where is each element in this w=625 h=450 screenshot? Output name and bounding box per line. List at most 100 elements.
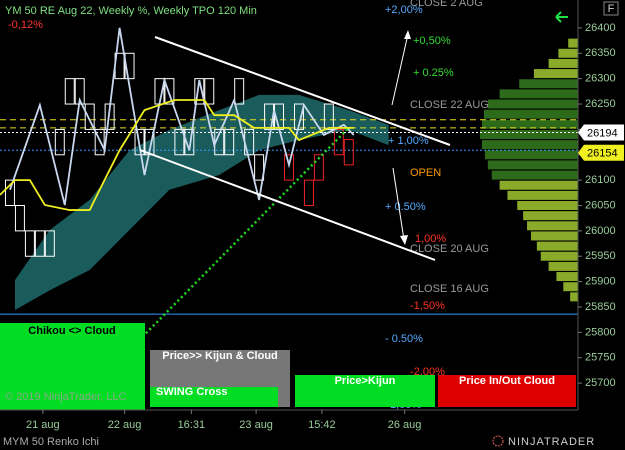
y-tick-label: 25900 [585,276,616,288]
renko-brick [134,128,145,156]
renko-brick [224,128,235,156]
line-series [0,99,354,211]
x-tick-label: 21 aug [26,419,60,431]
arrow-head [404,30,411,39]
profile-bar [556,272,578,282]
y-tick-label: 25700 [585,377,616,389]
level-annotation: + 1,00% [388,135,429,147]
profile-bar [548,261,578,271]
cloud [14,94,389,311]
profile-bar [527,221,578,231]
renko-brick [124,52,135,80]
y-tick-label: 25800 [585,326,616,338]
y-tick-label: 26000 [585,225,616,237]
plot-area: CLOSE 2 AUG+2,00% +0,50% + 0.25% CLOSE 22 A… [0,0,578,411]
panel-label: Price In/Out Cloud [459,375,555,387]
level-annotation: +2,00% [385,4,423,16]
level-annotation: OPEN [410,167,441,179]
button[interactable] [603,1,619,16]
copyright: © 2019 NinjaTrader, LLC [5,391,126,403]
y-tick-label: 26400 [585,22,616,34]
profile-bar [499,180,578,190]
profile-bar [517,201,578,211]
renko-brick [184,128,195,156]
profile-bar [487,99,578,109]
y-tick-label: 26100 [585,174,616,186]
level-annotation: +0,50% [413,35,451,47]
renko-brick [234,78,245,105]
y-tick-label: 26250 [585,98,616,110]
level-annotation: CLOSE 2 AUG [410,0,483,9]
level-annotation: 1,00% [415,233,446,245]
renko-brick [94,128,105,156]
y-tick-label: 25850 [585,301,616,313]
panel-label: Price>Kijun [335,375,396,387]
renko-brick [174,128,185,156]
profile-bar [533,69,578,79]
profile-bar [507,190,578,200]
logo-icon [492,435,504,447]
price-marker [578,144,624,161]
y-tick-label: 26300 [585,73,616,85]
profile-bar [491,170,578,180]
arrow [391,33,409,106]
profile-bar [540,251,578,261]
panel-label: Price>> Kijun & Cloud [162,350,278,362]
profile-bar [536,241,578,251]
x-tick-label: 23 aug [239,419,273,431]
level-annotation: + 0.25% [413,67,454,79]
profile-bar [548,58,578,68]
panel-label: Chikou <> Cloud [28,325,115,337]
renko-brick [323,103,334,130]
y-tick-label: 26050 [585,199,616,211]
profile-bar [480,129,578,139]
level-annotation: - 0.50% [385,333,423,345]
profile-bar [530,231,578,241]
renko-brick [164,78,175,105]
profile-bar [499,89,578,99]
renko-brick [333,128,344,156]
renko-brick [84,103,95,130]
profile-bar [570,292,578,302]
change-percent: -0,12% [8,19,43,31]
y-tick-label: 26350 [585,47,616,59]
panel [0,323,145,410]
level-annotation: CLOSE 16 AUG [410,283,489,295]
renko-brick [204,78,215,105]
button-label[interactable]: F [608,3,615,15]
level-annotation: -1,50% [410,300,445,312]
chart-title: YM 50 RE Aug 22, Weekly %, Weekly TPO 12… [5,5,257,17]
x-tick-label: 16:31 [178,419,206,431]
renko-brick [14,205,25,232]
renko-brick [284,154,294,181]
profile-bar [558,48,578,58]
renko-brick [4,179,15,207]
profile-bar [568,38,578,48]
renko-brick [194,78,205,105]
x-tick-label: 15:42 [308,419,336,431]
panel-label: SWING Cross [156,386,228,398]
renko-brick [293,103,304,130]
renko-brick [254,154,265,181]
arrow-head [400,235,408,245]
renko-brick [303,179,314,207]
logo: NINJATRADER [508,436,595,448]
profile-bar [484,150,578,160]
level-annotation: CLOSE 22 AUG [410,99,489,111]
panel [150,387,278,407]
channel-line [154,36,451,146]
back-arrow[interactable] [555,11,568,23]
level-annotation: + 0.50% [385,201,426,213]
level-annotation: -2,00% [410,366,445,378]
channel-line [139,149,436,261]
price-marker-label: 26194 [587,127,618,139]
profile-bar [483,109,578,119]
arrow [392,167,405,241]
profile-bar [523,211,578,221]
signal-panels: Chikou <> Cloud Price>> Kijun & Cloud SW… [0,323,576,410]
profile-bar [487,160,578,170]
y-tick-label: 25750 [585,352,616,364]
x-tick-label: 26 aug [388,419,422,431]
x-tick-label: 22 aug [108,419,142,431]
